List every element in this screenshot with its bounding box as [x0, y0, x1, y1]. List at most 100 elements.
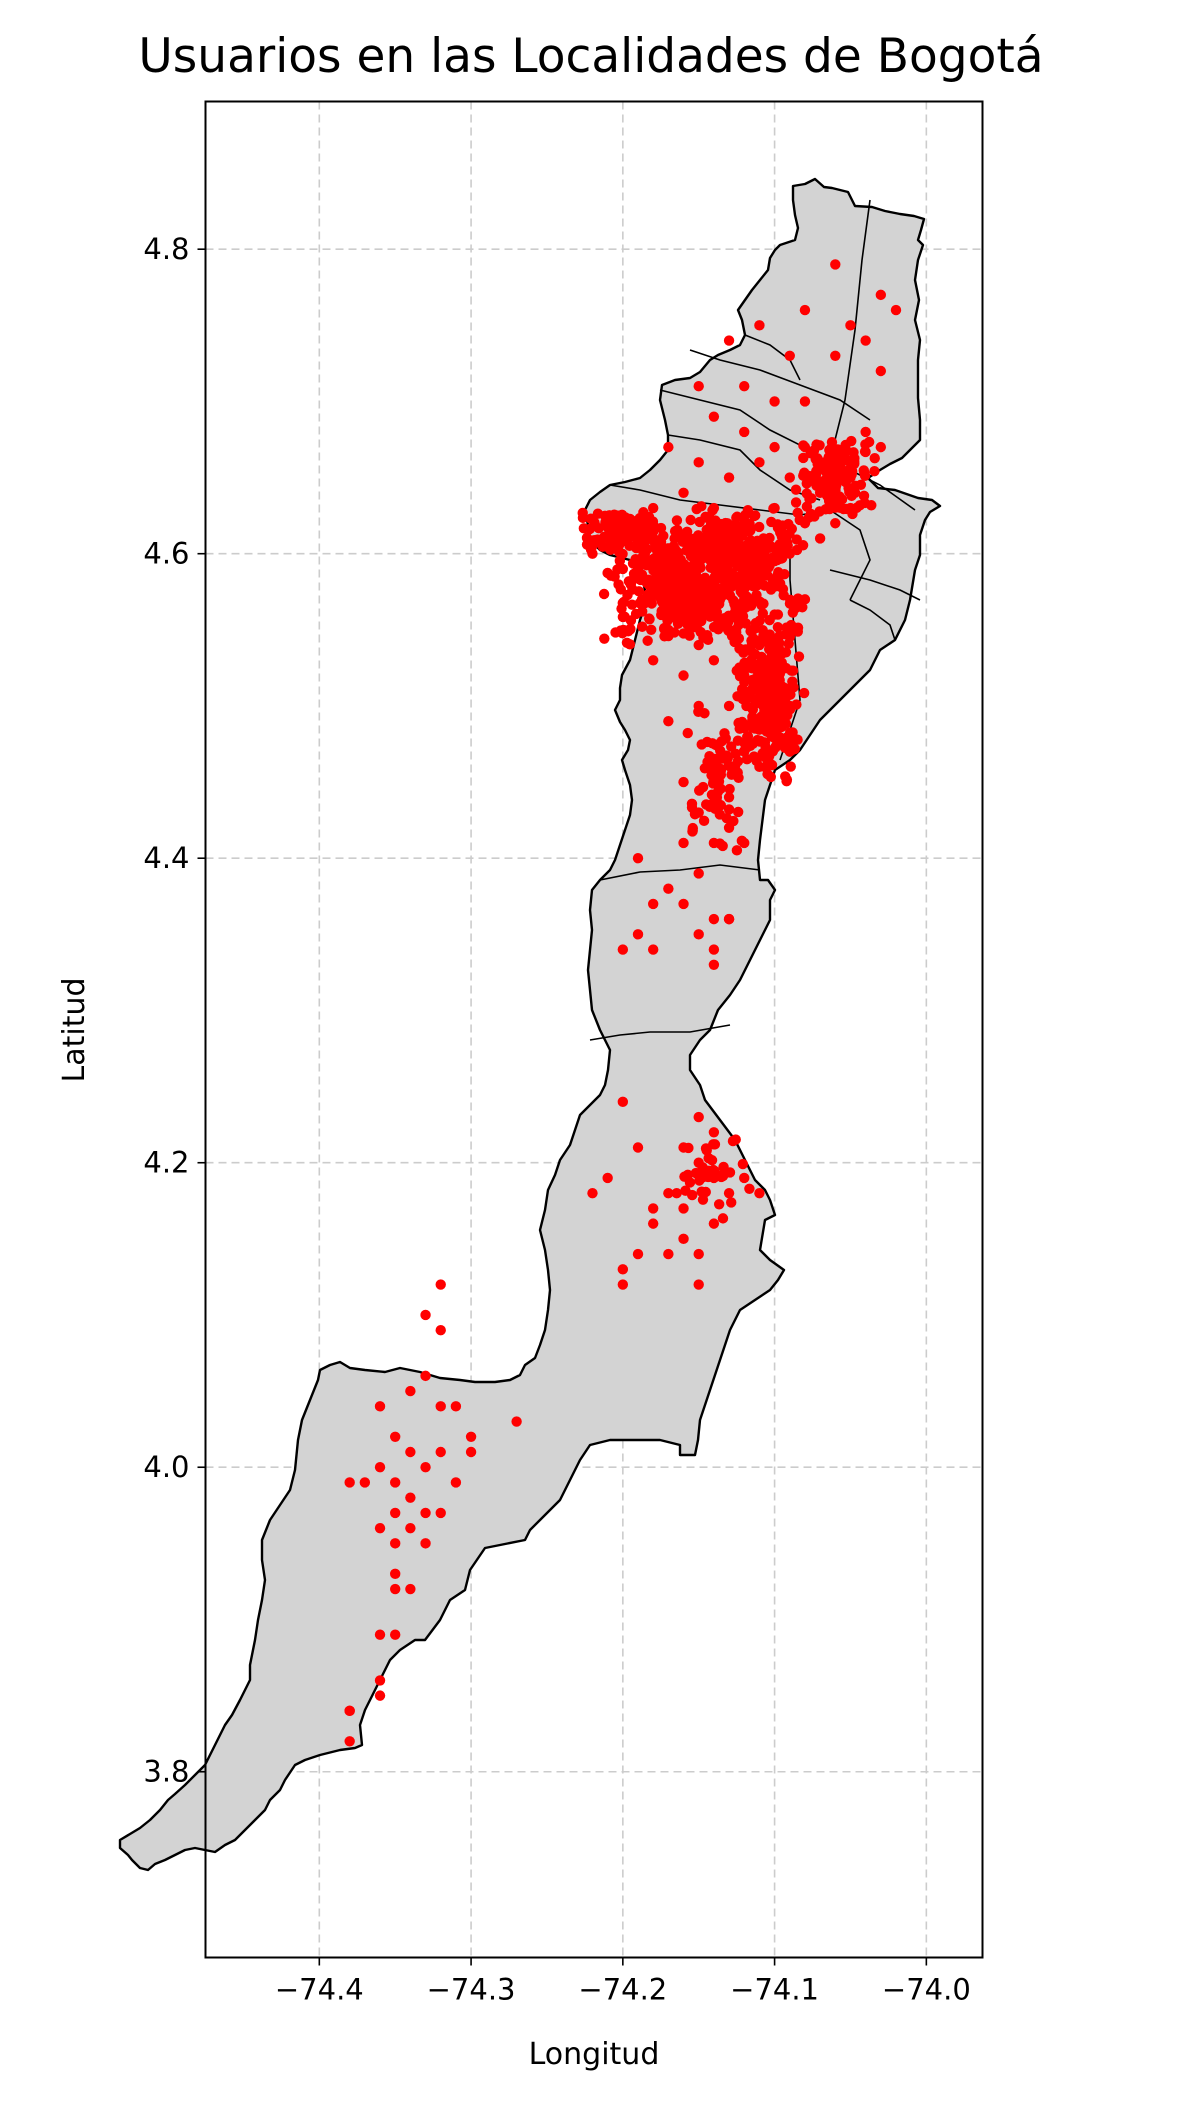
user-point	[656, 609, 667, 621]
user-point	[656, 573, 667, 584]
user-point	[708, 621, 720, 633]
locality-boundary	[834, 199, 871, 441]
user-point	[647, 1203, 659, 1214]
user-point	[389, 1629, 401, 1640]
user-point	[599, 510, 611, 522]
user-point	[860, 446, 871, 458]
user-point	[744, 546, 755, 557]
user-point	[793, 651, 805, 662]
user-point	[612, 564, 623, 575]
user-point	[732, 735, 744, 746]
user-point	[344, 1477, 355, 1488]
y-tick-label: 4.2	[143, 1146, 189, 1180]
user-point	[511, 1416, 522, 1427]
user-point	[644, 519, 655, 530]
user-point	[693, 1279, 704, 1290]
user-point	[830, 259, 841, 270]
user-point	[678, 1203, 689, 1214]
user-point	[671, 515, 683, 526]
user-point	[765, 700, 777, 711]
user-point	[435, 1279, 446, 1290]
user-point	[646, 598, 657, 609]
user-point	[720, 733, 731, 744]
user-point	[761, 677, 772, 688]
user-point	[625, 615, 637, 626]
user-point	[694, 785, 705, 796]
user-point	[685, 541, 696, 553]
user-point	[723, 792, 735, 803]
user-point	[750, 673, 761, 684]
user-point	[708, 1218, 720, 1229]
user-point	[693, 617, 704, 629]
user-point	[747, 633, 759, 644]
user-point	[700, 1143, 712, 1154]
user-point	[875, 441, 887, 453]
user-point	[717, 1213, 729, 1224]
user-point	[389, 1431, 401, 1442]
user-point	[782, 540, 793, 552]
user-point	[749, 623, 760, 635]
user-point	[811, 465, 822, 477]
user-point	[707, 543, 719, 555]
user-point	[749, 510, 761, 521]
user-point	[732, 806, 744, 818]
user-point	[723, 571, 735, 583]
bogota-localities-map	[118, 177, 942, 1872]
user-point	[772, 554, 783, 566]
user-point	[344, 1705, 355, 1717]
user-point	[707, 778, 719, 789]
user-point	[374, 1462, 386, 1473]
user-point	[764, 614, 775, 626]
user-point	[754, 1187, 765, 1199]
locality-boundary	[849, 599, 896, 641]
user-point	[734, 609, 745, 621]
user-point	[651, 556, 663, 567]
user-point	[637, 606, 648, 617]
user-point	[785, 761, 796, 772]
user-point	[420, 1507, 431, 1519]
user-point	[617, 597, 628, 609]
user-point	[632, 1142, 644, 1153]
user-point	[729, 599, 740, 610]
user-point	[663, 1187, 674, 1199]
user-point	[791, 699, 802, 710]
user-point	[778, 590, 789, 601]
user-point	[784, 472, 795, 483]
user-point	[649, 537, 660, 548]
user-point	[714, 536, 726, 547]
bogota-district-outline	[118, 177, 942, 1872]
user-point	[790, 497, 802, 508]
user-point	[835, 468, 847, 479]
user-point	[643, 613, 655, 624]
user-point	[786, 665, 797, 676]
user-point	[849, 487, 861, 498]
user-point	[693, 868, 704, 879]
user-point	[694, 573, 705, 585]
user-point	[739, 381, 750, 392]
user-point	[618, 624, 629, 636]
user-point	[792, 626, 804, 637]
user-point	[374, 1401, 386, 1412]
user-point	[623, 576, 635, 587]
user-point	[696, 607, 707, 618]
y-tick-label: 4.6	[143, 537, 189, 571]
user-point	[772, 735, 784, 746]
user-point	[659, 622, 670, 634]
user-point	[711, 757, 722, 769]
user-point	[593, 522, 604, 534]
user-point	[768, 578, 779, 590]
user-point	[693, 1248, 704, 1260]
user-point	[624, 529, 635, 540]
user-point	[758, 533, 769, 544]
user-point	[781, 622, 792, 633]
user-point	[733, 633, 745, 644]
user-point	[405, 1583, 416, 1595]
user-point	[344, 1736, 355, 1747]
user-point	[626, 599, 638, 610]
user-point	[621, 637, 633, 648]
user-point	[405, 1385, 416, 1397]
user-point	[696, 739, 707, 750]
user-point	[814, 506, 825, 517]
user-point	[643, 574, 654, 585]
user-point	[708, 913, 720, 925]
